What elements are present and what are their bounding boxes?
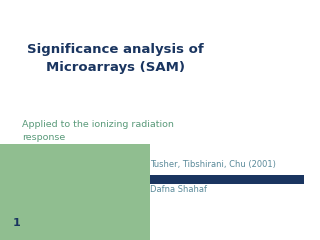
Bar [0, 0, 150, 240]
Text: 1: 1 [13, 218, 20, 228]
Bar [150, 175, 304, 184]
FancyBboxPatch shape [0, 0, 253, 144]
Text: Applied to the ionizing radiation
response: Applied to the ionizing radiation respon… [22, 120, 174, 142]
Text: Tusher, Tibshirani, Chu (2001): Tusher, Tibshirani, Chu (2001) [150, 160, 276, 169]
Text: Significance analysis of
Microarrays (SAM): Significance analysis of Microarrays (SA… [27, 43, 204, 74]
Text: Dafna Shahaf: Dafna Shahaf [150, 185, 207, 194]
